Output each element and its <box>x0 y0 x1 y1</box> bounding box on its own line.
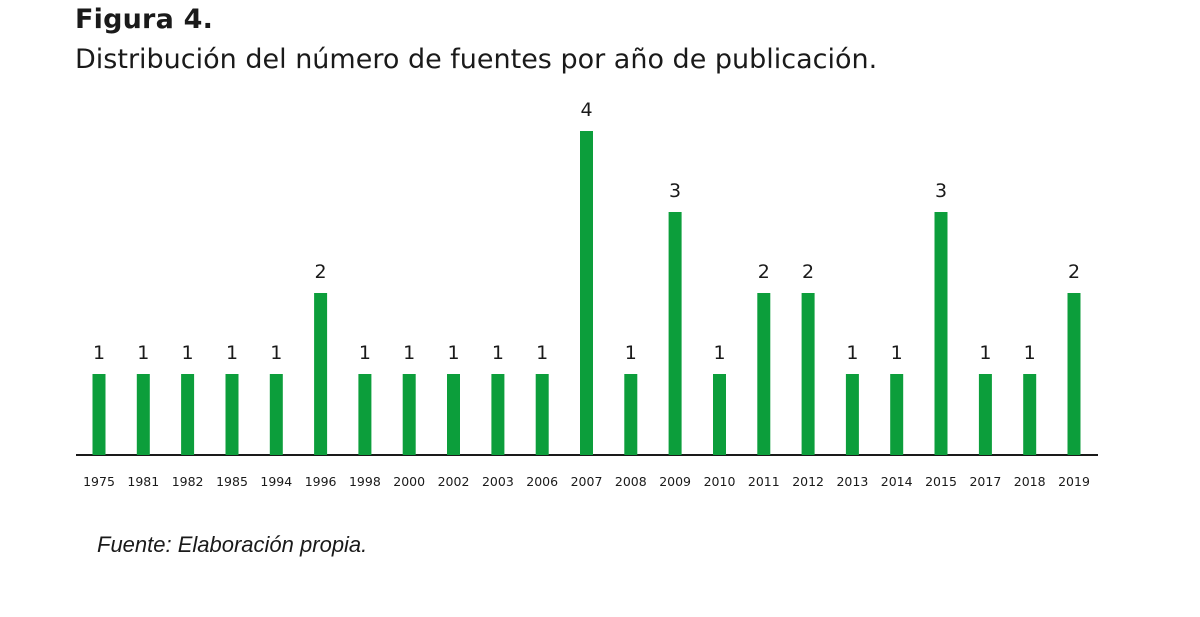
value-label-2017: 1 <box>979 342 991 364</box>
value-label-2002: 1 <box>447 342 459 364</box>
bar-2002 <box>447 374 460 455</box>
value-label-2000: 1 <box>403 342 415 364</box>
value-label-1975: 1 <box>93 342 105 364</box>
x-tick-label-2013: 2013 <box>836 474 868 489</box>
bar-2014 <box>890 374 904 455</box>
bar-1994 <box>269 374 283 455</box>
value-label-2014: 1 <box>891 342 903 364</box>
value-label-2008: 1 <box>625 342 637 364</box>
x-tick-label-1994: 1994 <box>260 474 292 489</box>
x-tick-label-2008: 2008 <box>615 474 647 489</box>
bar-2006 <box>535 374 549 455</box>
bar-2015 <box>934 212 948 455</box>
value-label-2013: 1 <box>846 342 858 364</box>
x-tick-label-2012: 2012 <box>792 474 824 489</box>
bar-2009 <box>668 212 682 455</box>
value-label-2015: 3 <box>935 180 947 202</box>
value-label-2012: 2 <box>802 261 814 283</box>
value-label-1985: 1 <box>226 342 238 364</box>
bar-2018 <box>1023 374 1037 455</box>
x-tick-label-2017: 2017 <box>969 474 1001 489</box>
value-label-1996: 2 <box>315 261 327 283</box>
bar-2019 <box>1067 293 1081 455</box>
value-label-1998: 1 <box>359 342 371 364</box>
value-label-2006: 1 <box>536 342 548 364</box>
bar-1985 <box>225 374 239 455</box>
value-label-2018: 1 <box>1024 342 1036 364</box>
bar-2000 <box>402 374 416 455</box>
x-tick-label-1996: 1996 <box>305 474 337 489</box>
x-tick-label-2014: 2014 <box>881 474 913 489</box>
value-label-2019: 2 <box>1068 261 1080 283</box>
x-tick-label-2002: 2002 <box>438 474 470 489</box>
bar-2003 <box>491 374 505 455</box>
x-tick-label-2006: 2006 <box>526 474 558 489</box>
figure-label: Figura 4. <box>75 4 214 35</box>
source-note: Fuente: Elaboración propia. <box>97 532 368 557</box>
x-tick-label-2009: 2009 <box>659 474 691 489</box>
x-tick-label-1998: 1998 <box>349 474 381 489</box>
x-tick-label-2010: 2010 <box>704 474 736 489</box>
figure-title: Distribución del número de fuentes por a… <box>75 44 878 75</box>
bar-chart: 1 1 1 1 1 2 1 1 1 1 1 4 1 3 1 2 2 1 1 3 1 1 2 1975 1981 1982 1985… <box>76 99 1098 489</box>
x-tick-label-1975: 1975 <box>83 474 115 489</box>
bar-1982 <box>181 374 195 455</box>
value-label-1982: 1 <box>182 342 194 364</box>
bar-1975 <box>92 374 106 455</box>
value-label-2010: 1 <box>713 342 725 364</box>
bar-2010 <box>713 374 726 455</box>
value-label-1994: 1 <box>270 342 282 364</box>
bar-2017 <box>978 374 992 455</box>
value-label-2009: 3 <box>669 180 681 202</box>
x-tick-label-2000: 2000 <box>393 474 425 489</box>
bars-group <box>92 131 1081 455</box>
x-tick-label-2019: 2019 <box>1058 474 1090 489</box>
bar-1981 <box>136 374 150 455</box>
x-tick-label-2015: 2015 <box>925 474 957 489</box>
bar-2007 <box>580 131 593 455</box>
bar-2011 <box>757 293 771 455</box>
value-label-2011: 2 <box>758 261 770 283</box>
value-labels-group: 1 1 1 1 1 2 1 1 1 1 1 4 1 3 1 2 2 1 1 3 1 1 2 <box>93 99 1080 364</box>
bar-2008 <box>624 374 638 455</box>
x-tick-label-1981: 1981 <box>127 474 159 489</box>
bar-2012 <box>801 293 815 455</box>
bar-2013 <box>845 374 859 455</box>
x-tick-labels-group: 1975 1981 1982 1985 1994 1996 1998 2000 2002 2003… <box>83 474 1090 489</box>
bar-1996 <box>314 293 328 455</box>
x-tick-label-2007: 2007 <box>571 474 603 489</box>
x-tick-label-2011: 2011 <box>748 474 780 489</box>
x-tick-label-2003: 2003 <box>482 474 514 489</box>
value-label-2003: 1 <box>492 342 504 364</box>
value-label-2007: 4 <box>580 99 592 121</box>
x-tick-label-2018: 2018 <box>1014 474 1046 489</box>
bar-1998 <box>358 374 372 455</box>
x-tick-label-1985: 1985 <box>216 474 248 489</box>
x-tick-label-1982: 1982 <box>172 474 204 489</box>
value-label-1981: 1 <box>137 342 149 364</box>
